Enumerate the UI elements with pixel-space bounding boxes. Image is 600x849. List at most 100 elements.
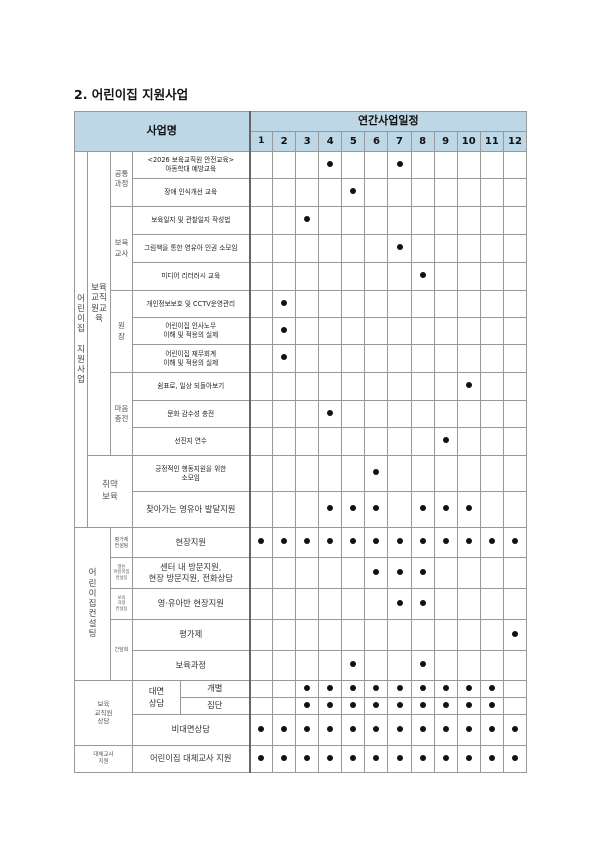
month-cell [410, 290, 435, 318]
month-cell [272, 491, 297, 528]
scheduled-dot-icon [304, 725, 311, 732]
month-cell [456, 697, 481, 715]
scheduled-dot-icon [511, 725, 518, 732]
month-cell [387, 427, 412, 456]
month-cell [456, 372, 481, 401]
scheduled-dot-icon [281, 538, 288, 545]
month-cell [502, 400, 528, 428]
scheduled-dot-icon [373, 469, 380, 476]
month-cell [433, 400, 458, 428]
month-cell [479, 619, 504, 651]
month-cell [341, 262, 366, 291]
month-cell [341, 745, 366, 773]
month-cell [341, 588, 366, 620]
month-cell [456, 262, 481, 291]
month-cell [318, 178, 343, 207]
scheduled-dot-icon [396, 684, 403, 691]
month-cell [341, 527, 366, 558]
month-cell [295, 178, 320, 207]
category-common: 공통 과정 [110, 151, 133, 207]
scheduled-dot-icon [373, 568, 380, 575]
row-name: 집단 [180, 697, 250, 715]
month-cell [318, 745, 343, 773]
row-name: 어린이집 재무회계 이해 및 적용의 실제 [132, 344, 250, 373]
scheduled-dot-icon [465, 701, 472, 708]
month-cell [248, 290, 274, 318]
month-cell [248, 557, 274, 589]
month-cell [248, 680, 274, 698]
scheduled-dot-icon [281, 725, 288, 732]
row-name: 센터 내 방문지원, 현장 방문지원, 전화상담 [132, 557, 250, 589]
month-cell [341, 491, 366, 528]
scheduled-dot-icon [465, 725, 472, 732]
month-cell [341, 714, 366, 746]
month-header: 9 [433, 131, 458, 152]
month-cell [479, 400, 504, 428]
month-header: 1 [248, 131, 274, 152]
scheduled-dot-icon [419, 661, 426, 668]
month-cell [272, 557, 297, 589]
scheduled-dot-icon [327, 754, 334, 761]
scheduled-dot-icon [419, 505, 426, 512]
row-name: 어린이집 대체교사 지원 [132, 745, 250, 773]
month-cell [272, 427, 297, 456]
month-cell [433, 527, 458, 558]
category-open-consult: 열린 어린이집 컨설팅 [110, 557, 133, 589]
scheduled-dot-icon [258, 725, 265, 732]
month-cell [272, 588, 297, 620]
month-cell [387, 178, 412, 207]
scheduled-dot-icon [281, 299, 288, 306]
month-cell [456, 178, 481, 207]
scheduled-dot-icon [396, 538, 403, 545]
month-cell [272, 344, 297, 373]
category-vulnerable: 취약 보육 [87, 455, 133, 528]
month-cell [295, 400, 320, 428]
scheduled-dot-icon [488, 754, 495, 761]
month-cell [479, 527, 504, 558]
scheduled-dot-icon [488, 538, 495, 545]
month-cell [456, 491, 481, 528]
month-cell [387, 588, 412, 620]
month-cell [341, 455, 366, 492]
month-cell [410, 178, 435, 207]
row-name: 그림책을 통한 영유아 인권 소모임 [132, 234, 250, 263]
month-cell [479, 206, 504, 235]
month-cell [456, 527, 481, 558]
section-title: 2. 어린이집 지원사업 [74, 87, 189, 102]
scheduled-dot-icon [350, 754, 357, 761]
scheduled-dot-icon [304, 538, 311, 545]
month-header: 4 [318, 131, 343, 152]
month-cell [479, 290, 504, 318]
month-cell [341, 372, 366, 401]
month-cell [318, 527, 343, 558]
scheduled-dot-icon [442, 437, 449, 444]
scheduled-dot-icon [350, 538, 357, 545]
month-cell [295, 745, 320, 773]
scheduled-dot-icon [442, 684, 449, 691]
month-cell [479, 650, 504, 681]
month-cell [248, 372, 274, 401]
month-cell [364, 178, 389, 207]
month-cell [272, 400, 297, 428]
month-cell [318, 400, 343, 428]
month-cell [456, 650, 481, 681]
month-cell [341, 400, 366, 428]
month-cell [387, 697, 412, 715]
month-cell [248, 234, 274, 263]
scheduled-dot-icon [442, 754, 449, 761]
month-cell [387, 206, 412, 235]
month-cell [387, 745, 412, 773]
month-cell [410, 588, 435, 620]
month-cell [433, 151, 458, 179]
month-cell [387, 557, 412, 589]
row-name: 쉼표로, 일상 되돌아보기 [132, 372, 250, 401]
month-cell [272, 697, 297, 715]
month-header: 6 [364, 131, 389, 152]
month-cell [456, 151, 481, 179]
month-cell [502, 588, 528, 620]
month-cell [364, 588, 389, 620]
month-cell [295, 557, 320, 589]
scheduled-dot-icon [281, 754, 288, 761]
scheduled-dot-icon [327, 538, 334, 545]
month-cell [502, 714, 528, 746]
